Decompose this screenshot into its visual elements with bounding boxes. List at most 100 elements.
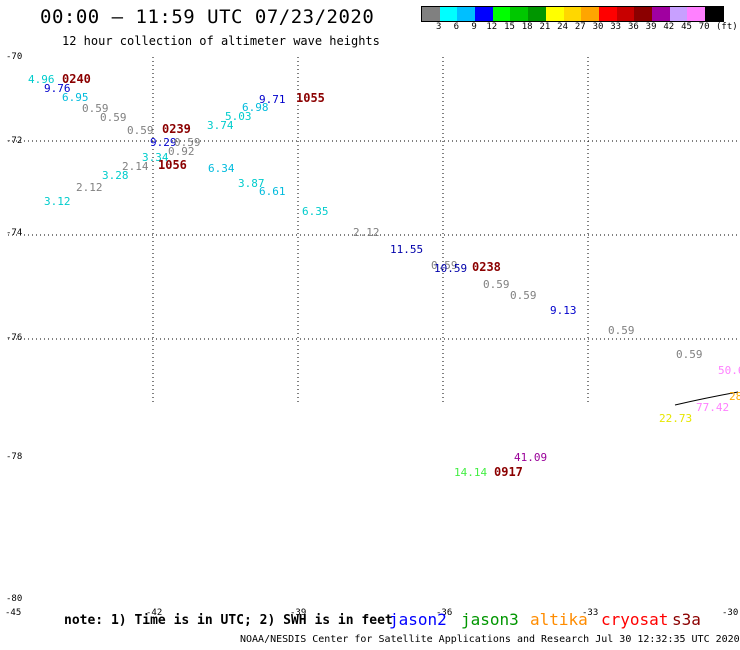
- colorbar-swatch: [563, 6, 582, 22]
- wave-height-label: 11.55: [390, 243, 424, 256]
- wave-height-label: 5.03: [225, 110, 252, 123]
- footnote: note: 1) Time is in UTC; 2) SWH is in fe…: [64, 613, 393, 628]
- colorbar-swatch: [687, 6, 705, 22]
- lat-label: -80: [6, 594, 23, 604]
- colorbar-swatch: [528, 6, 546, 22]
- colorbar-tick: 33: [610, 22, 622, 32]
- wave-height-label: 9.13: [550, 304, 577, 317]
- wave-height-label: 0.59: [100, 111, 127, 124]
- ice-edge-line: [674, 391, 739, 406]
- colorbar-tick: 39: [645, 22, 657, 32]
- wave-height-label: 9.76: [44, 82, 71, 95]
- lat-label: -70: [6, 52, 23, 62]
- colorbar-tick: 12: [486, 22, 498, 32]
- colorbar-tick: 6: [453, 22, 460, 32]
- wave-height-label: 0.59: [483, 278, 510, 291]
- wave-height-label: 6.98: [242, 101, 269, 114]
- legend-s3a: s3a: [672, 610, 701, 629]
- wave-height-label: 3.87: [238, 177, 265, 190]
- lat-label: -74: [6, 228, 23, 238]
- wave-height-label: 0.59: [82, 102, 109, 115]
- wave-height-label: 14.14: [454, 466, 488, 479]
- lon-label: -42: [146, 608, 163, 618]
- pass-time-label: 0238: [472, 260, 501, 274]
- colorbar-swatch: [439, 6, 458, 22]
- colorbar-tick: 36: [627, 22, 639, 32]
- wave-height-label: 2.14: [122, 160, 149, 173]
- colorbar-swatch: [421, 6, 440, 22]
- lon-label: -45: [5, 608, 22, 618]
- legend-cryosat: cryosat: [601, 610, 669, 629]
- lat-label: -76: [6, 333, 23, 343]
- colorbar-swatch: [616, 6, 635, 22]
- legend-jason2: jason2: [389, 610, 447, 629]
- wave-height-label: 3.12: [44, 195, 71, 208]
- footer-credit: NOAA/NESDIS Center for Satellite Applica…: [240, 634, 740, 645]
- pass-time-label: 1056: [158, 158, 187, 172]
- colorbar-swatch: [510, 6, 529, 22]
- wave-height-label: 0.59: [676, 348, 703, 361]
- colorbar-swatch: [669, 6, 688, 22]
- wave-height-label: 2.12: [353, 226, 380, 239]
- wave-height-label: 0.59: [608, 324, 635, 337]
- lat-label: -72: [6, 136, 23, 146]
- wave-height-label: 77.42: [696, 401, 730, 414]
- lon-label: -33: [582, 608, 599, 618]
- colorbar-swatch: [545, 6, 564, 22]
- colorbar-tick: 18: [521, 22, 533, 32]
- wave-height-label: 3.74: [207, 119, 234, 132]
- colorbar-unit: (ft): [716, 22, 738, 32]
- colorbar-tick: 45: [681, 22, 692, 32]
- wave-height-label: 50.6: [718, 364, 740, 377]
- colorbar: [421, 6, 724, 22]
- colorbar-swatch: [492, 6, 511, 22]
- lon-label: -39: [290, 608, 307, 618]
- colorbar-tick: 9: [471, 22, 477, 32]
- wave-height-label: 0.59: [174, 136, 201, 149]
- pass-time-label: 0240: [62, 72, 91, 86]
- wave-height-label: 6.95: [62, 91, 89, 104]
- map-title: 00:00 – 11:59 UTC 07/23/2020: [40, 6, 375, 28]
- colorbar-swatch: [581, 6, 599, 22]
- legend-altika: altika: [530, 610, 588, 629]
- wave-height-label: 0.59: [510, 289, 537, 302]
- pass-time-label: 1055: [296, 91, 325, 105]
- colorbar-tick: 27: [574, 22, 586, 32]
- wave-height-label: 6.35: [302, 205, 329, 218]
- wave-height-label: 3.28: [102, 169, 129, 182]
- colorbar-tick: 30: [592, 22, 604, 32]
- wave-height-label: 28: [729, 390, 740, 403]
- colorbar-tick: 24: [557, 22, 569, 32]
- wave-height-label: 4.96: [28, 73, 55, 86]
- lat-label: -78: [6, 452, 23, 462]
- wave-height-label: 6.34: [208, 162, 235, 175]
- wave-height-label: 0.59: [127, 124, 154, 137]
- colorbar-tick: 3: [435, 22, 442, 32]
- colorbar-swatch: [598, 6, 617, 22]
- wave-height-label: 9.29: [150, 136, 177, 149]
- wave-height-label: 6.61: [259, 185, 286, 198]
- colorbar-swatch: [634, 6, 652, 22]
- wave-height-label: 0.59: [431, 259, 458, 272]
- pass-time-label: 0917: [494, 465, 523, 479]
- colorbar-tick: 15: [504, 22, 515, 32]
- wave-height-label: 0.92: [168, 145, 195, 158]
- colorbar-tick: 21: [539, 22, 551, 32]
- map-subtitle: 12 hour collection of altimeter wave hei…: [62, 34, 380, 48]
- colorbar-tick: 70: [698, 22, 710, 32]
- colorbar-swatch: [705, 6, 724, 22]
- colorbar-swatch: [457, 6, 476, 22]
- wave-height-label: 2.12: [76, 181, 103, 194]
- lon-label: -36: [436, 608, 453, 618]
- lon-label: -30: [722, 608, 739, 618]
- pass-time-label: 0239: [162, 122, 191, 136]
- wave-height-label: 22.73: [659, 412, 693, 425]
- wave-height-label: 10.59: [434, 262, 468, 275]
- colorbar-swatch: [475, 6, 493, 22]
- legend-jason3: jason3: [461, 610, 519, 629]
- wave-height-label: 9.71: [259, 93, 286, 106]
- colorbar-swatch: [651, 6, 670, 22]
- colorbar-tick: 42: [663, 22, 675, 32]
- wave-height-label: 3.34: [142, 151, 169, 164]
